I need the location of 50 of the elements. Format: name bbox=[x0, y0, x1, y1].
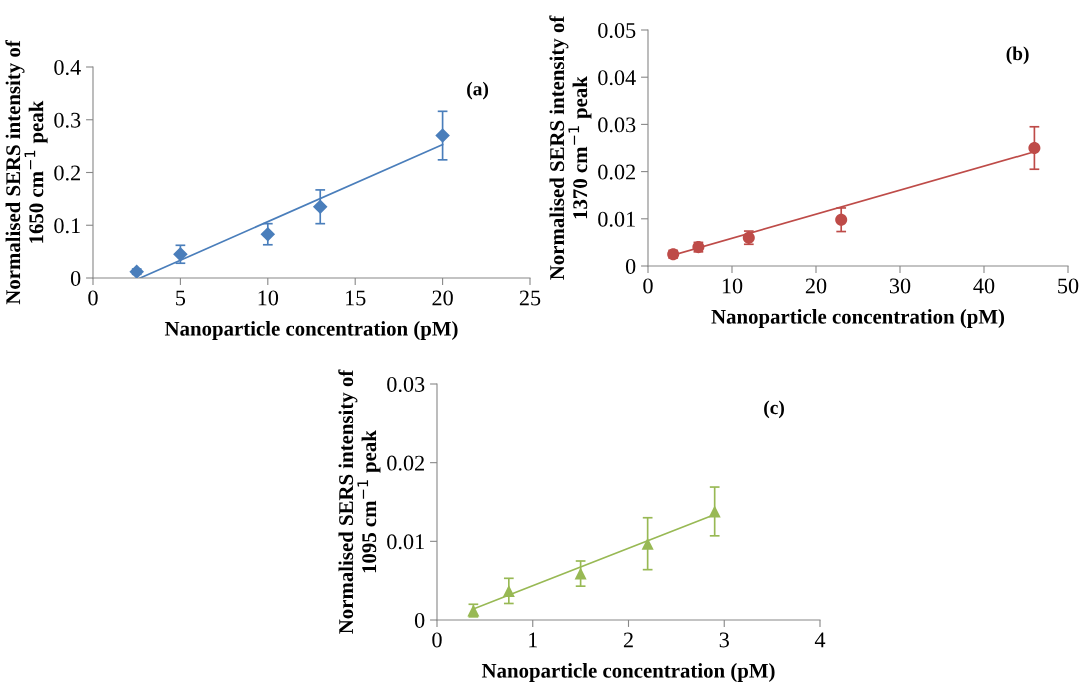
x-tick-label: 20 bbox=[432, 290, 453, 306]
y-axis-title: Normalised SERS intensity of 1095 cm$^{−1}$ peak bbox=[338, 369, 381, 634]
y-tick-label: 0.4 bbox=[54, 59, 81, 76]
x-tick-label: 10 bbox=[722, 278, 743, 294]
y-tick-label: 0 bbox=[414, 612, 425, 628]
point bbox=[708, 505, 721, 518]
x-tick-label: 5 bbox=[176, 290, 186, 306]
y-tick-label: 0.1 bbox=[54, 218, 80, 234]
y-axis-title: Normalised SERS intensity of 1370 cm$^{−1}$ peak bbox=[549, 15, 592, 280]
y-tick-label: 0.01 bbox=[598, 211, 635, 227]
x-tick-label: 4 bbox=[814, 632, 826, 648]
x-tick-label: 3 bbox=[719, 632, 729, 648]
point bbox=[641, 537, 654, 550]
x-axis-title: Nanoparticle concentration (pM) bbox=[481, 663, 775, 682]
y-axis-title: Normalised SERS intensity of 1650 cm$^{−1}$ peak bbox=[5, 40, 48, 305]
point bbox=[1028, 141, 1041, 155]
point bbox=[435, 128, 450, 143]
y-tick-label: 0.04 bbox=[598, 70, 636, 86]
y-tick-label: 0.3 bbox=[54, 112, 81, 128]
y-tick-label: 0.02 bbox=[598, 164, 635, 180]
point bbox=[312, 199, 328, 215]
y-tick-label: 0.05 bbox=[598, 22, 636, 39]
y-tick-label: 0.03 bbox=[387, 376, 425, 393]
y-tick-label: 0.03 bbox=[598, 117, 636, 133]
annotation: (a) bbox=[467, 81, 489, 100]
x-tick-label: 0 bbox=[88, 290, 98, 306]
point bbox=[260, 226, 276, 242]
x-tick-label: 20 bbox=[805, 278, 827, 294]
point bbox=[574, 567, 587, 580]
x-tick-label: 30 bbox=[889, 278, 911, 294]
y-tick-label: 0.02 bbox=[387, 455, 424, 471]
x-tick-label: 0 bbox=[432, 632, 442, 648]
x-axis-title: Nanoparticle concentration (pM) bbox=[164, 321, 458, 340]
x-tick-label: 15 bbox=[346, 290, 366, 306]
x-tick-label: 2 bbox=[623, 632, 633, 648]
x-tick-label: 40 bbox=[973, 278, 995, 294]
point bbox=[129, 264, 144, 278]
y-tick-label: 0.01 bbox=[387, 534, 424, 550]
x-tick-label: 10 bbox=[258, 290, 279, 306]
y-tick-label: 0 bbox=[625, 258, 636, 274]
x-tick-label: 25 bbox=[519, 290, 541, 306]
annotation: (b) bbox=[1006, 46, 1029, 65]
y-tick-label: 0.2 bbox=[54, 165, 80, 181]
point bbox=[502, 584, 515, 597]
x-tick-label: 1 bbox=[529, 632, 537, 648]
annotation: (c) bbox=[764, 400, 784, 419]
x-axis-title: Nanoparticle concentration (pM) bbox=[711, 309, 1005, 328]
x-tick-label: 0 bbox=[643, 278, 653, 294]
point bbox=[835, 213, 848, 226]
x-tick-label: 50 bbox=[1058, 278, 1079, 294]
